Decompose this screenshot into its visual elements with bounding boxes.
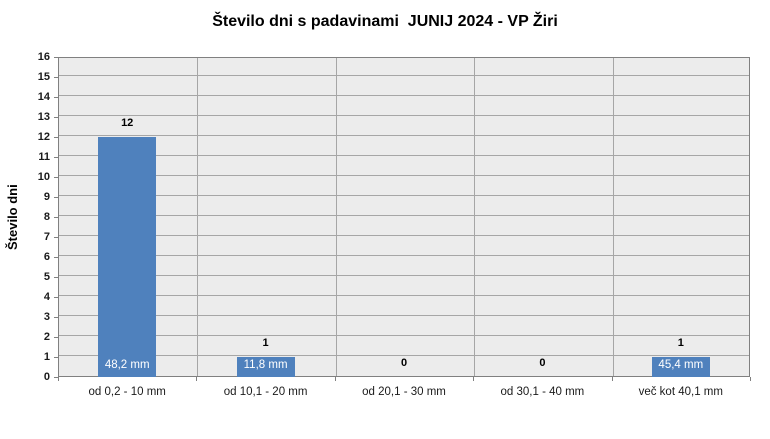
gridline-horizontal [59,275,749,276]
gridline-vertical [197,58,199,376]
x-axis-tick [58,377,59,381]
gridline-horizontal [59,115,749,116]
y-axis-tick [54,277,58,278]
y-axis-tick [54,317,58,318]
bar [236,357,295,377]
gridline-horizontal [59,195,749,196]
gridline-horizontal [59,315,749,316]
x-category-label: od 10,1 - 20 mm [223,386,308,398]
bar-inner-label: 48,2 mm [104,359,150,371]
x-category-label: od 20,1 - 30 mm [362,386,446,398]
y-tick-label: 15 [37,71,50,83]
bar-value-label: 0 [400,357,408,369]
y-axis-tick [54,77,58,78]
y-axis-tick [54,357,58,358]
x-category-label: od 0,2 - 10 mm [88,386,166,398]
y-tick-label: 1 [43,351,50,363]
x-axis-tick [334,377,336,381]
bar [651,357,710,377]
y-tick-label: 14 [37,91,50,103]
gridline-horizontal [59,295,749,296]
bar-inner-label: 11,8 mm [243,359,288,371]
y-tick-label: 2 [43,331,50,343]
x-axis-tick [196,377,198,381]
chart-title: Število dni s padavinami JUNIJ 2024 - VP… [212,13,558,30]
gridline-horizontal [59,175,749,176]
bar-value-label: 0 [539,357,546,369]
y-axis-tick [54,217,58,218]
y-axis-tick [54,97,58,98]
y-axis-tick [54,257,58,258]
y-axis-tick [54,297,58,298]
y-axis-tick [54,137,58,138]
y-tick-label: 13 [37,111,50,123]
gridline-horizontal [59,75,749,76]
gridline-vertical [335,58,337,376]
y-axis-tick [54,377,58,378]
y-tick-label: 7 [43,231,50,243]
x-category-label: več kot 40,1 mm [638,386,723,398]
gridline-horizontal [59,335,749,336]
x-axis-tick [750,377,751,381]
gridline-horizontal [59,215,749,216]
y-tick-label: 10 [37,171,50,183]
y-tick-label: 11 [38,151,50,163]
y-tick-label: 16 [37,51,50,63]
x-axis-tick [611,377,613,381]
bar-value-label: 12 [121,117,134,129]
y-tick-label: 5 [43,271,50,283]
y-axis-tick [54,177,58,178]
y-tick-label: 6 [43,251,50,263]
bar-value-label: 1 [262,337,269,349]
y-axis-tick [54,337,58,338]
gridline-vertical [474,58,476,376]
bar-inner-label: 45,4 mm [658,359,704,371]
plot-area [58,57,750,377]
gridline-horizontal [59,255,749,256]
gridline-vertical [612,58,614,376]
gridline-horizontal [59,355,749,356]
gridline-horizontal [59,235,749,236]
x-category-label: od 30,1 - 40 mm [500,386,585,398]
gridline-horizontal [59,135,749,136]
y-axis-tick [54,157,58,158]
y-axis-tick [54,237,58,238]
bar [98,137,157,377]
y-axis-tick [54,57,58,58]
y-tick-label: 0 [43,371,50,383]
gridline-horizontal [59,95,749,96]
y-tick-label: 3 [43,311,50,323]
y-tick-label: 12 [37,131,50,143]
y-tick-label: 9 [43,191,50,203]
x-axis-tick [473,377,475,381]
y-tick-label: 4 [43,291,50,303]
bar-value-label: 1 [677,337,684,349]
y-tick-label: 8 [43,211,50,223]
y-axis-tick [54,197,58,198]
gridline-horizontal [59,155,749,156]
y-axis-tick [54,117,58,118]
